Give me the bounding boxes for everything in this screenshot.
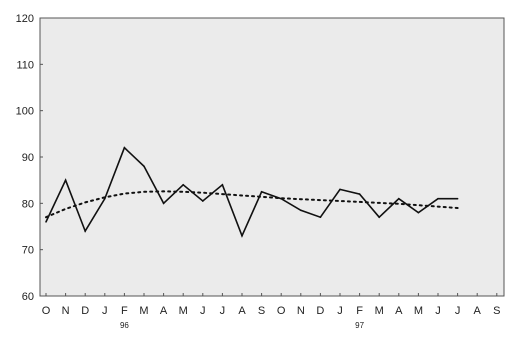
data-point [45,221,47,223]
data-point [221,184,224,186]
x-tick-label: J [337,305,343,317]
data-point [162,202,165,205]
data-point [398,197,400,200]
x-tick-label: S [258,305,265,317]
x-tick-label: N [297,305,305,317]
data-point [378,216,381,219]
data-point [123,146,126,149]
data-point [437,197,439,200]
series-group [45,146,459,238]
x-tick-label: J [455,305,461,317]
data-line [45,146,458,238]
x-tick-label: M [414,305,423,317]
y-tick-label: 100 [16,106,34,118]
data-point [64,179,67,181]
x-tick-label: J [435,305,441,317]
x-tick-label: A [474,305,482,317]
x-tick-label: A [395,305,403,317]
x-tick-label: N [62,305,70,317]
plot-area [39,17,505,297]
data-point [260,190,263,193]
data-point [300,209,302,212]
y-tick-label: 110 [16,59,34,71]
data-point [417,211,420,214]
y-tick-label: 120 [16,13,34,25]
x-tick-label: D [316,305,324,317]
y-tick-label: 70 [22,245,34,257]
y-tick-label: 60 [22,291,34,303]
x-tick-label: A [160,305,168,317]
data-point [241,234,243,237]
data-point [202,200,204,202]
x-tick-label: A [238,305,246,317]
x-tick-label: D [81,305,89,317]
y-tick-label: 80 [22,198,34,210]
x-tick-label: F [121,305,128,317]
x-tick-label: M [179,305,188,317]
year-label: 96 [120,321,129,330]
data-point [143,165,145,168]
x-tick-label: J [102,305,108,317]
data-point [84,230,86,232]
x-tick-label: M [375,305,384,317]
trend-line [45,190,459,219]
x-tick-label: J [200,305,206,317]
x-tick-label: O [42,305,51,317]
x-tick-label: O [277,305,286,317]
x-axis: O N D J F M A M J J A S O N D J F M A M J J A S96 97 [42,293,500,330]
y-tick-label: 90 [22,152,34,164]
data-point [319,216,322,219]
x-tick-label: F [356,305,363,317]
year-label: 97 [355,321,364,330]
data-point [456,197,459,200]
data-point [339,188,341,191]
data-point [182,184,184,186]
x-tick-label: M [139,305,148,317]
y-axis: 60 70 80 90 100 110 120 [16,13,43,303]
x-tick-label: S [493,305,500,317]
x-tick-label: J [220,305,226,317]
data-point [358,193,361,195]
